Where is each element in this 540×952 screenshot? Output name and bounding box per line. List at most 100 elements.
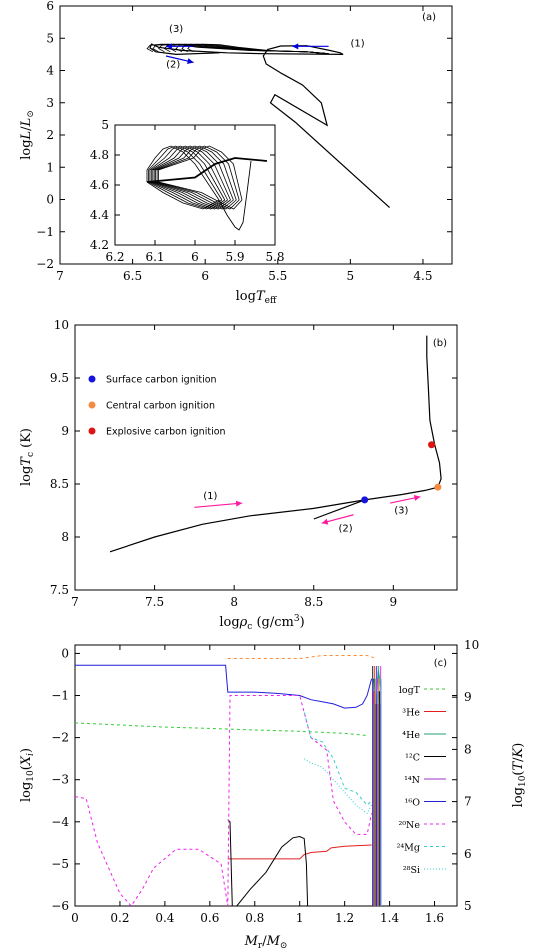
inset-loop: [155, 145, 237, 201]
inset-thick-track: [146, 157, 268, 183]
c-y-tick-label: −5: [51, 857, 69, 871]
a-y-tick-label: 5: [46, 31, 54, 45]
track-line: [149, 43, 391, 209]
inset-loop: [153, 145, 234, 201]
evolution-arrow-head: [187, 58, 194, 64]
legend-label: Explosive carbon ignition: [106, 427, 226, 438]
legend-label: ³He: [402, 708, 420, 719]
abundance-line: [227, 844, 372, 860]
ignition-point: [434, 483, 442, 491]
inset-hook: [218, 160, 252, 231]
c-y-tick-label: 0: [61, 646, 69, 660]
legend-label: Central carbon ignition: [106, 401, 215, 412]
ignition-point: [428, 441, 436, 449]
b-x-tick-label: 8: [230, 595, 238, 609]
a-y-tick-label: 6: [46, 0, 54, 13]
c-x-tick-label: 0.4: [155, 911, 174, 925]
inset-loop-lower: [154, 181, 234, 210]
inset-x-tick-label: 5.8: [265, 250, 284, 264]
panel-c: 0 0.2 0.4 0.6 0.8 1 1.2 1.4 1.6 −6 −5 −4 −3 −2 −1 0 5 6…: [19, 638, 528, 951]
inset-loop-lower: [146, 181, 220, 210]
c-x-tick-label: 0: [71, 911, 79, 925]
inset-loop-lower: [148, 181, 223, 210]
c-x-tick-label: 1.2: [335, 911, 354, 925]
c-y-tick-label: −2: [51, 731, 69, 745]
c-y-tick-label: −3: [51, 773, 69, 787]
inset-loop-lower: [155, 181, 237, 210]
legend-label: Surface carbon ignition: [106, 375, 217, 386]
c-x-tick-label: 1: [296, 911, 304, 925]
evolution-arrow-head: [235, 500, 243, 507]
b-x-tick-label: 7.5: [145, 595, 164, 609]
panel-c-tag: (c): [434, 658, 447, 669]
legend-label: ²⁴Mg: [397, 843, 420, 854]
evolution-arrow-head: [292, 43, 299, 50]
legend-marker: [88, 427, 96, 435]
inset-loop: [150, 145, 228, 201]
c-x-tick-label: 0.8: [245, 911, 264, 925]
legend-label: ¹²C: [405, 753, 420, 764]
a-x-tick-label: 7: [56, 269, 64, 283]
inset-frame: [114, 124, 276, 246]
inset-loop: [146, 145, 220, 201]
inset-loop-lower: [156, 181, 240, 210]
panel-b-xlabel: logρc (g/cm3): [219, 614, 304, 632]
c-y2-tick-label: 5: [464, 899, 472, 913]
inset-x-tick-label: 6.2: [105, 250, 124, 264]
b-y-tick-label: 8: [61, 530, 69, 544]
c-y-tick-label: −1: [51, 689, 69, 703]
ignition-point: [361, 496, 369, 504]
a-x-tick-label: 6.5: [123, 269, 142, 283]
abundance-line: [303, 758, 373, 815]
panel-c-ylabel: log10(Xi): [19, 748, 36, 802]
legend-label: logT: [399, 685, 421, 696]
track-loop: [187, 43, 329, 55]
a-y-tick-label: 2: [46, 128, 54, 142]
a-y-tick-label: 1: [46, 160, 54, 174]
abundance-line: [75, 664, 373, 709]
panel-c-y2label: log10(T/K): [511, 743, 528, 808]
abundance-line: [227, 655, 375, 659]
c-y2-tick-label: 8: [464, 742, 472, 756]
c-y2-tick-label: 7: [464, 795, 472, 809]
abundance-line: [74, 722, 368, 736]
b-y-tick-label: 10: [54, 318, 69, 332]
b-y-tick-label: 9.5: [50, 371, 69, 385]
a-y-tick-label: 0: [46, 193, 54, 207]
inset-x-tick-label: 6: [191, 250, 199, 264]
inset-loop-lower: [158, 181, 243, 210]
panel-b-frame: [74, 324, 458, 591]
evolution-arrow-head: [413, 495, 421, 501]
evolution-arrow: [194, 502, 243, 508]
a-x-tick-label: 4.5: [413, 269, 432, 283]
panel-c-xlabel: Mr/M⊙: [244, 934, 288, 951]
phase-label: (3): [169, 24, 183, 35]
inset-y-tick-label: 4.2: [90, 238, 109, 252]
inset-loop: [158, 145, 243, 201]
inset-loop: [156, 145, 240, 201]
panel-b-ylabel: logTc (K): [19, 428, 36, 486]
a-y-tick-label: −1: [36, 225, 54, 239]
phase-label: (3): [394, 506, 408, 517]
panel-b: 7 7.5 8 8.5 9 7.588.599.510 (1)(2)(3) Surfac…: [19, 318, 458, 632]
inset-loop: [148, 145, 223, 201]
c-y-tick-label: −6: [51, 899, 69, 913]
b-y-tick-label: 8.5: [50, 477, 69, 491]
panel-b-tag: (b): [433, 338, 447, 349]
c-y2-tick-label: 10: [464, 638, 479, 652]
legend-label: ²⁸Si: [403, 865, 420, 876]
panel-a: 7 6.5 6 5.5 5 4.5 −2 −1 0 1 2 3 4 5 6 (1) (2) (3) logTe…: [19, 0, 453, 306]
b-x-tick-label: 9: [390, 595, 398, 609]
phase-label: (1): [351, 38, 365, 49]
phase-label: (2): [338, 524, 352, 535]
abundance-line: [74, 695, 373, 907]
legend-label: ²⁰Ne: [398, 820, 420, 831]
a-y-tick-label: 3: [46, 96, 54, 110]
panel-a-inset: 6.2 6.1 6 5.9 5.8 4.2 4.4 4.6 4.8 5: [90, 118, 285, 264]
a-x-tick-label: 5: [347, 269, 355, 283]
inset-y-tick-label: 4.6: [90, 178, 109, 192]
inset-y-tick-label: 4.4: [90, 208, 109, 222]
b-x-tick-label: 8.5: [304, 595, 323, 609]
phase-label: (2): [166, 59, 180, 70]
